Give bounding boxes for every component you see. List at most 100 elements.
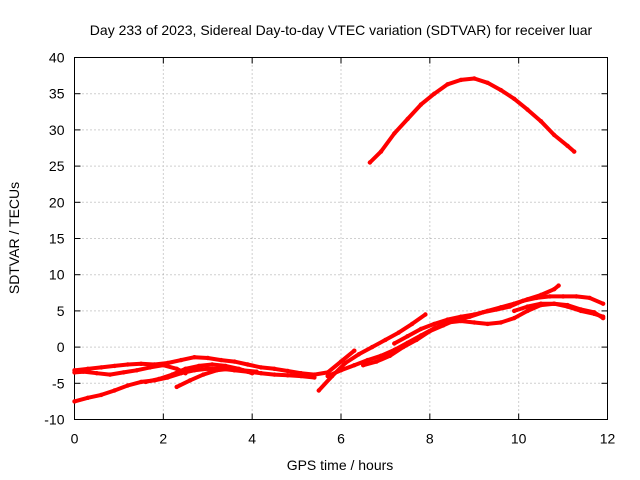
data-point <box>285 368 290 374</box>
data-point <box>258 371 264 376</box>
data-point <box>94 371 99 376</box>
data-point <box>392 131 397 136</box>
data-point <box>405 116 410 122</box>
data-point <box>552 287 557 292</box>
data-point <box>352 363 357 368</box>
x-tick-label: 10 <box>511 431 527 447</box>
x-axis-label: GPS time / hours <box>287 457 394 473</box>
data-point <box>538 301 544 306</box>
data-point <box>552 132 557 138</box>
data-point <box>445 82 450 87</box>
data-point <box>578 308 584 314</box>
x-tick-label: 6 <box>337 431 345 447</box>
data-point <box>272 372 277 377</box>
data-point <box>565 143 570 148</box>
data-point <box>81 369 86 374</box>
data-point <box>361 363 366 368</box>
data-point <box>125 362 130 367</box>
data-point <box>512 301 517 306</box>
y-tick-label: 30 <box>49 122 65 138</box>
data-point <box>512 315 517 321</box>
y-tick-label: 25 <box>49 158 65 174</box>
data-point <box>107 372 113 377</box>
data-point <box>85 366 91 371</box>
data-point <box>458 77 464 83</box>
data-point <box>378 149 384 154</box>
data-point <box>405 334 410 339</box>
x-tick-label: 2 <box>159 431 167 447</box>
data-point <box>525 308 530 314</box>
data-point <box>525 304 530 309</box>
data-point <box>587 295 592 301</box>
data-point <box>427 329 432 334</box>
data-point <box>72 370 77 375</box>
y-axis-label: SDTVAR / TECUs <box>6 182 22 294</box>
data-point <box>472 320 477 325</box>
data-point <box>325 373 330 379</box>
y-tick-label: 5 <box>57 303 65 319</box>
y-tick-label: 20 <box>49 194 65 210</box>
data-point <box>512 308 517 314</box>
data-point <box>312 375 317 380</box>
series-pass-k <box>367 76 577 165</box>
x-tick-label: 4 <box>248 431 256 447</box>
data-point <box>401 344 406 350</box>
x-tick-label: 0 <box>71 431 79 447</box>
data-point <box>512 96 517 102</box>
data-point <box>99 365 104 370</box>
data-point <box>572 149 577 154</box>
data-point <box>409 321 415 327</box>
series-pass-a <box>72 348 357 377</box>
axis-ticks: 0 2 4 6 8 10 12 -10 -5 0 5 10 15 20 25 30 35 40 <box>44 50 615 447</box>
data-point <box>485 308 490 314</box>
data-point <box>418 326 424 332</box>
data-point <box>205 355 210 361</box>
data-point <box>600 301 606 306</box>
data-point <box>183 366 188 371</box>
data-point <box>138 379 144 385</box>
data-point <box>112 363 117 369</box>
data-point <box>72 399 77 404</box>
data-point <box>472 312 477 317</box>
data-point <box>441 323 446 328</box>
data-point <box>418 102 424 107</box>
data-point <box>338 359 344 364</box>
data-point <box>383 337 388 343</box>
data-point <box>352 348 357 353</box>
data-point <box>192 368 197 373</box>
data-point <box>556 283 561 288</box>
data-point <box>396 330 401 335</box>
data-point <box>565 304 570 309</box>
data-point <box>232 359 237 364</box>
data-point <box>196 363 202 369</box>
data-point <box>112 388 117 393</box>
data-point <box>414 337 419 343</box>
data-point <box>254 369 259 374</box>
data-point <box>147 365 153 370</box>
data-point <box>174 366 179 371</box>
data-point <box>227 366 233 371</box>
data-point <box>374 359 379 364</box>
y-tick-label: 15 <box>49 231 65 247</box>
data-point <box>343 360 348 366</box>
data-point <box>547 294 552 299</box>
data-point <box>178 357 184 363</box>
data-point <box>241 368 246 373</box>
data-point <box>498 305 504 310</box>
y-tick-label: -10 <box>44 412 64 428</box>
data-point <box>192 355 197 360</box>
data-point <box>498 87 504 93</box>
data-point <box>432 321 437 327</box>
series-pass-i <box>392 283 561 346</box>
data-point <box>187 378 193 383</box>
series-pass-j <box>512 301 606 319</box>
data-point <box>85 395 91 400</box>
data-point <box>121 370 126 375</box>
data-point <box>174 384 179 390</box>
data-point <box>245 362 250 367</box>
data-point <box>423 312 428 317</box>
y-tick-label: 35 <box>49 86 65 102</box>
data-point <box>525 107 530 112</box>
data-point <box>285 373 290 378</box>
data-point <box>201 372 206 377</box>
